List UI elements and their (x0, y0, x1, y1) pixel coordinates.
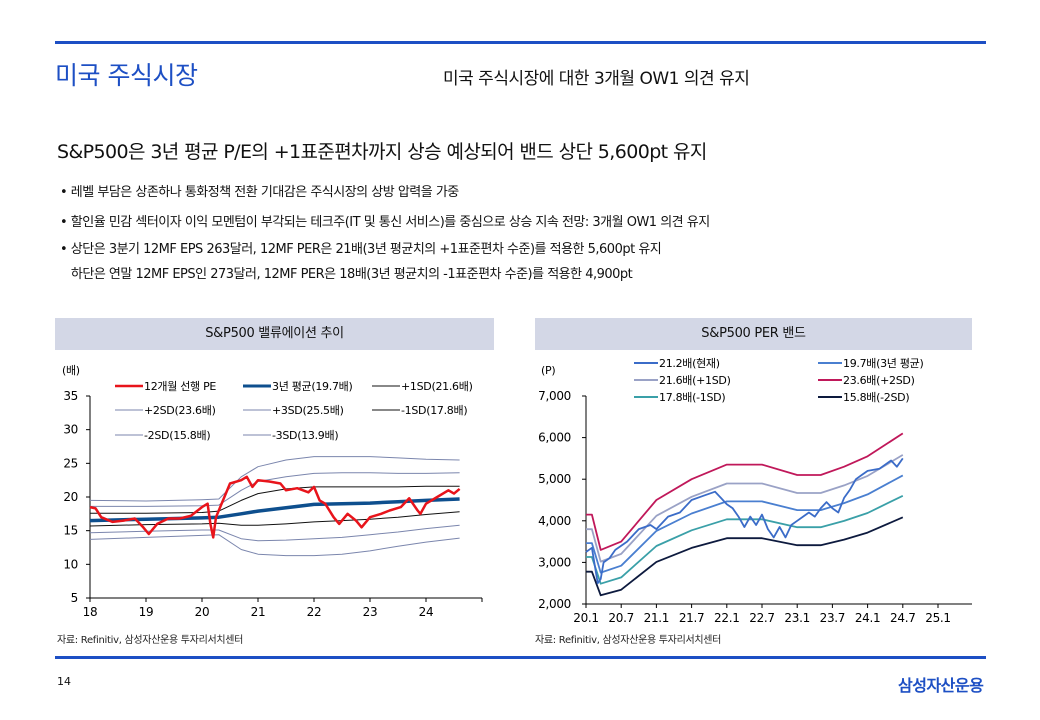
bullet-2: • 할인율 민감 섹터이자 이익 모멘텀이 부각되는 테크주(IT 및 통신 서… (60, 215, 710, 230)
legend-label: 23.6배(+2SD) (843, 374, 915, 387)
x-tick-label: 25.1 (925, 611, 951, 625)
y-tick-label: 2,000 (538, 597, 571, 611)
y-unit-label: (P) (541, 364, 555, 377)
legend-label: +2SD(23.6배) (144, 404, 216, 417)
legend-label: +3SD(25.5배) (272, 404, 344, 417)
x-tick-label: 20 (195, 605, 210, 619)
legend-label: -3SD(13.9배) (272, 429, 338, 442)
series-line-5 (89, 511, 460, 527)
x-tick-label: 21 (251, 605, 266, 619)
x-tick-label: 20.7 (608, 611, 634, 625)
x-tick-label: 18 (83, 605, 98, 619)
x-tick-label: 22.1 (714, 611, 740, 625)
company-logo: 삼성자산운용 (898, 676, 984, 695)
y-unit-label: (배) (62, 364, 80, 377)
legend-label: 19.7배(3년 평균) (843, 357, 923, 370)
series-line-7 (89, 534, 460, 557)
x-tick-label: 21.1 (644, 611, 670, 625)
chart-2-source: 자료: Refinitiv, 삼성자산운용 투자리서치센터 (535, 635, 722, 646)
y-tick-label: 35 (63, 389, 78, 403)
legend-label: 21.6배(+1SD) (659, 374, 731, 387)
y-tick-label: 30 (63, 423, 78, 437)
top-rule (55, 41, 986, 44)
page-subtitle: 미국 주식시장에 대한 3개월 OW1 의견 유지 (443, 69, 750, 89)
band-line-0 (586, 474, 904, 574)
y-tick-label: 20 (63, 490, 78, 504)
legend-label: 21.2배(현재) (659, 357, 720, 370)
x-tick-label: 24 (419, 605, 434, 619)
y-tick-label: 3,000 (538, 555, 571, 569)
bullet-1: • 레벨 부담은 상존하나 통화정책 전환 기대감은 주식시장의 상방 압력을 … (60, 185, 459, 200)
x-tick-label: 21.7 (679, 611, 705, 625)
series-line-4 (89, 456, 460, 502)
y-tick-label: 5 (71, 591, 78, 605)
band-line-3 (586, 494, 904, 585)
series-line-1 (89, 497, 460, 523)
x-tick-label: 23.1 (784, 611, 810, 625)
y-tick-label: 7,000 (538, 389, 571, 403)
page-number: 14 (57, 675, 71, 688)
y-tick-label: 4,000 (538, 514, 571, 528)
x-tick-label: 20.1 (573, 611, 599, 625)
series-line-6 (89, 524, 460, 542)
bullet-3: • 상단은 3분기 12MF EPS 263달러, 12MF PER은 21배(… (60, 242, 662, 257)
y-tick-label: 10 (63, 557, 78, 571)
legend-label: -2SD(15.8배) (144, 429, 210, 442)
page-title: 미국 주식시장 (55, 61, 198, 90)
band-line-2 (586, 432, 904, 551)
y-tick-label: 5,000 (538, 472, 571, 486)
band-line-4 (586, 516, 904, 597)
x-tick-label: 22 (307, 605, 322, 619)
x-tick-label: 24.1 (855, 611, 881, 625)
legend-label: -1SD(17.8배) (401, 404, 467, 417)
chart-2-title: S&P500 PER 밴드 (535, 318, 972, 350)
current-pe-line (585, 457, 904, 585)
x-tick-label: 22.7 (749, 611, 775, 625)
y-tick-label: 25 (63, 456, 78, 470)
chart-1-source: 자료: Refinitiv, 삼성자산운용 투자리서치센터 (57, 635, 244, 646)
x-tick-label: 19 (139, 605, 154, 619)
legend-label: 3년 평균(19.7배) (272, 380, 352, 393)
legend-label: 17.8배(-1SD) (659, 391, 725, 404)
legend-label: 12개월 선행 PE (144, 380, 216, 393)
y-tick-label: 6,000 (538, 431, 571, 445)
band-line-1 (586, 454, 904, 563)
x-tick-label: 23 (363, 605, 378, 619)
headline: S&P500은 3년 평균 P/E의 +1표준편차까지 상승 예상되어 밴드 상… (57, 141, 707, 163)
chart-1-title: S&P500 밸류에이션 추이 (55, 318, 494, 350)
x-tick-label: 24.7 (890, 611, 916, 625)
legend-label: 15.8배(-2SD) (843, 391, 909, 404)
series-line-0 (89, 475, 461, 539)
legend-label: +1SD(21.6배) (401, 380, 473, 393)
bullet-3-cont: 하단은 연말 12MF EPS인 273달러, 12MF PER은 18배(3년… (60, 267, 633, 282)
bottom-rule (55, 656, 986, 659)
x-tick-label: 23.7 (820, 611, 846, 625)
y-tick-label: 15 (63, 524, 78, 538)
